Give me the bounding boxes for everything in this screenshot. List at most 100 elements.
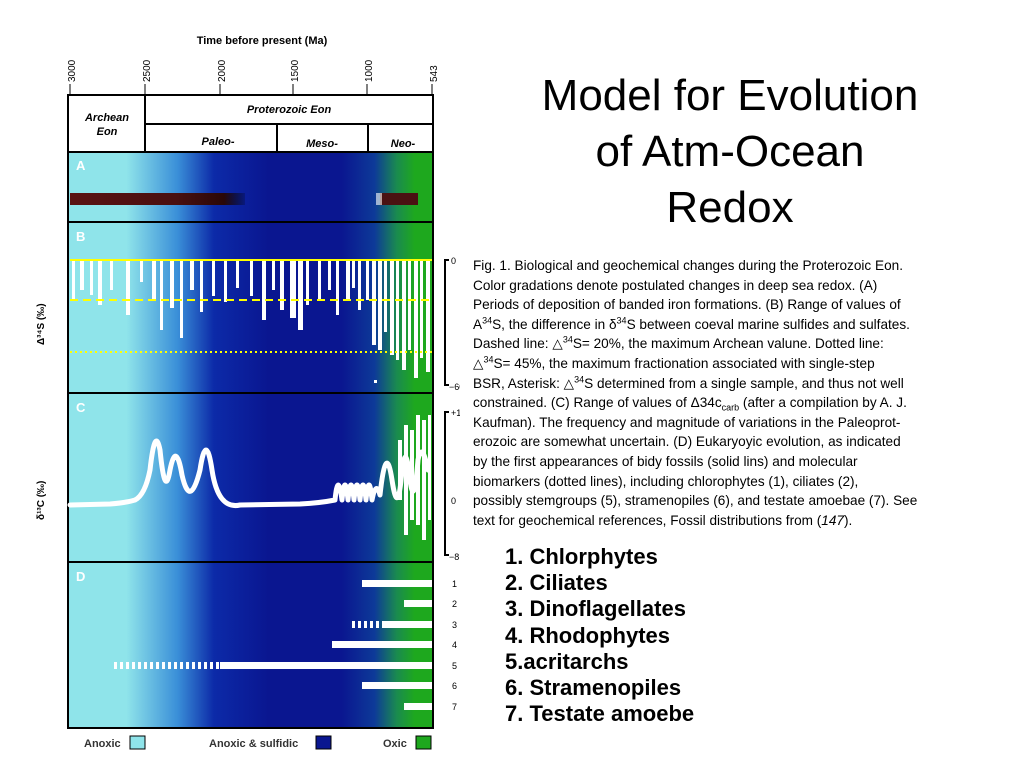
caption-line: Color gradations denote postulated chang… <box>473 276 985 296</box>
caption-line: BSR, Asterisk: △34S determined from a si… <box>473 374 985 394</box>
panel-dividers <box>68 221 433 563</box>
slide-title: Model for Evolution of Atm-Ocean Redox <box>470 68 990 236</box>
caption-segment: text for geochemical references, Fossil … <box>473 512 822 528</box>
caption-line: biomarkers (dotted lines), including chl… <box>473 472 985 492</box>
panel-b-scale-bottom: −60 <box>449 382 460 392</box>
panel-b-label: B <box>76 229 85 244</box>
archean-eon-label: Archean <box>84 112 129 124</box>
panel-b-scale: 0 −60 Δ³⁴S (‰) <box>36 256 460 392</box>
panel-c-ylabel: δ¹³C (‰) <box>36 481 47 520</box>
redox-background <box>67 151 434 729</box>
caption-segment: Dashed line: △ <box>473 336 563 352</box>
time-tick-543: 543 <box>429 65 440 82</box>
caption-segment: 34 <box>574 374 585 385</box>
organism-item: 4. Rhodophytes <box>505 622 671 648</box>
row-label-7: 7 <box>452 702 457 712</box>
caption-line: constrained. (C) Range of values of Δ34c… <box>473 393 985 413</box>
time-axis-title: Time before present (Ma) <box>197 35 328 47</box>
panel-b-scale-top: 0 <box>451 256 456 266</box>
organism-item: 7. Testate amoebe <box>505 701 695 727</box>
caption-segment: constrained. (C) Range of values of Δ34c <box>473 395 722 411</box>
caption-segment: erozoic are somewhat uncertain. (D) Euka… <box>473 434 901 450</box>
eon-header <box>67 94 434 153</box>
caption-segment: Fig. 1. Biological and geochemical chang… <box>473 258 903 273</box>
caption-line: Periods of deposition of banded iron for… <box>473 295 985 315</box>
row-label-4: 4 <box>452 640 457 650</box>
caption-line: by the first appearances of bidy fossils… <box>473 452 985 472</box>
banded-iron-formation-bar <box>70 193 245 205</box>
caption-line: Fig. 1. Biological and geochemical chang… <box>473 256 985 276</box>
neo-era-label: Neo- <box>391 138 416 150</box>
eukaryote-biomarker-dotted <box>114 621 384 669</box>
time-tick-2000: 2000 <box>217 59 228 82</box>
slide-title-line-1: Model for Evolution <box>541 71 919 120</box>
organism-list: 1. Chlorphytes 2. Ciliates 3. Dinoflagel… <box>505 544 694 727</box>
legend-sulfidic-label: Anoxic & sulfidic <box>209 738 298 750</box>
panel-c-scale: +12 0 −8 δ¹³C (‰) <box>36 408 460 562</box>
caption-segment: 34 <box>483 354 494 365</box>
panel-d-label: D <box>76 569 85 584</box>
panel-a-label: A <box>76 158 86 173</box>
row-label-1: 1 <box>452 579 457 589</box>
organism-item: 6. Stramenopiles <box>505 675 682 701</box>
panel-c-label: C <box>76 400 86 415</box>
caption-segment: 34 <box>482 315 493 326</box>
legend-anoxic-swatch <box>129 735 146 750</box>
sulfur-fractionation-bars <box>72 260 430 383</box>
caption-segment: △ <box>473 355 484 371</box>
slide-title-line-3: Redox <box>666 183 794 232</box>
legend-oxic-swatch <box>415 735 432 750</box>
caption-line: Dashed line: △34S= 20%, the maximum Arch… <box>473 334 985 354</box>
row-label-5: 5 <box>452 661 457 671</box>
caption-segment: S= 20%, the maximum Archean valune. Dott… <box>572 336 884 352</box>
caption-segment: (after a compilation by A. J. <box>739 395 907 411</box>
caption-line: text for geochemical references, Fossil … <box>473 511 985 531</box>
organism-item: 3. Dinoflagellates <box>505 596 686 622</box>
time-tick-1000: 1000 <box>364 59 375 82</box>
caption-segment: carb <box>721 402 740 413</box>
caption-segment: S between coeval marine sulfides and sul… <box>626 316 910 332</box>
row-label-3: 3 <box>452 620 457 630</box>
time-tick-3000: 3000 <box>67 59 78 82</box>
row-label-6: 6 <box>452 681 457 691</box>
caption-line: erozoic are somewhat uncertain. (D) Euka… <box>473 432 985 452</box>
figure-caption: Fig. 1. Biological and geochemical chang… <box>473 256 985 530</box>
caption-line: △34S= 45%, the maximum fractionation ass… <box>473 354 985 374</box>
caption-line: Kaufman). The frequency and magnitude of… <box>473 413 985 433</box>
panel-d-row-labels: 1 2 3 4 5 6 7 <box>452 579 457 712</box>
caption-segment: Kaufman). The frequency and magnitude of… <box>473 414 901 430</box>
caption-segment: BSR, Asterisk: △ <box>473 375 575 391</box>
organism-item: 5.acritarchs <box>505 648 629 674</box>
caption-segment: 147 <box>821 512 844 528</box>
caption-segment: A <box>473 316 483 332</box>
caption-segment: by the first appearances of bidy fossils… <box>473 453 858 469</box>
legend-sulfidic-swatch <box>315 735 332 750</box>
caption-segment: 34 <box>616 315 627 326</box>
caption-line: A34S, the difference in δ34S between coe… <box>473 315 985 335</box>
caption-segment: ). <box>843 512 853 528</box>
redox-figure: Time before present (Ma) 3000 2500 2000 … <box>36 35 460 750</box>
legend-oxic-label: Oxic <box>383 738 407 750</box>
panel-c-scale-bottom: −8 <box>449 552 459 562</box>
caption-segment: S= 45%, the maximum fractionation associ… <box>493 355 875 371</box>
eukaryote-range-bars <box>220 580 432 710</box>
caption-segment: Periods of deposition of banded iron for… <box>473 297 901 313</box>
caption-segment: biomarkers (dotted lines), including chl… <box>473 473 859 489</box>
archean-eon-label-2: Eon <box>97 126 118 138</box>
proterozoic-eon-label: Proterozoic Eon <box>247 104 332 116</box>
caption-segment: S determined from a single sample, and t… <box>584 375 904 391</box>
carbon-isotope-curve <box>67 438 431 509</box>
paleo-era-label: Paleo- <box>201 136 234 148</box>
banded-iron-formation-bar-late <box>380 193 418 205</box>
organism-item: 1. Chlorphytes <box>505 544 658 569</box>
caption-segment: S, the difference in δ <box>492 316 617 332</box>
time-tick-1500: 1500 <box>290 59 301 82</box>
caption-segment: possibly stemgroups (5), stramenopiles (… <box>473 493 918 509</box>
organism-item: 2. Ciliates <box>505 570 608 596</box>
time-axis-ticks: 3000 2500 2000 1500 1000 543 <box>67 59 440 95</box>
row-label-2: 2 <box>452 599 457 609</box>
time-tick-2500: 2500 <box>142 59 153 82</box>
panel-b-ylabel: Δ³⁴S (‰) <box>36 303 47 345</box>
slide-title-line-2: of Atm-Ocean <box>595 127 865 176</box>
panel-c-scale-mid: 0 <box>451 496 456 506</box>
